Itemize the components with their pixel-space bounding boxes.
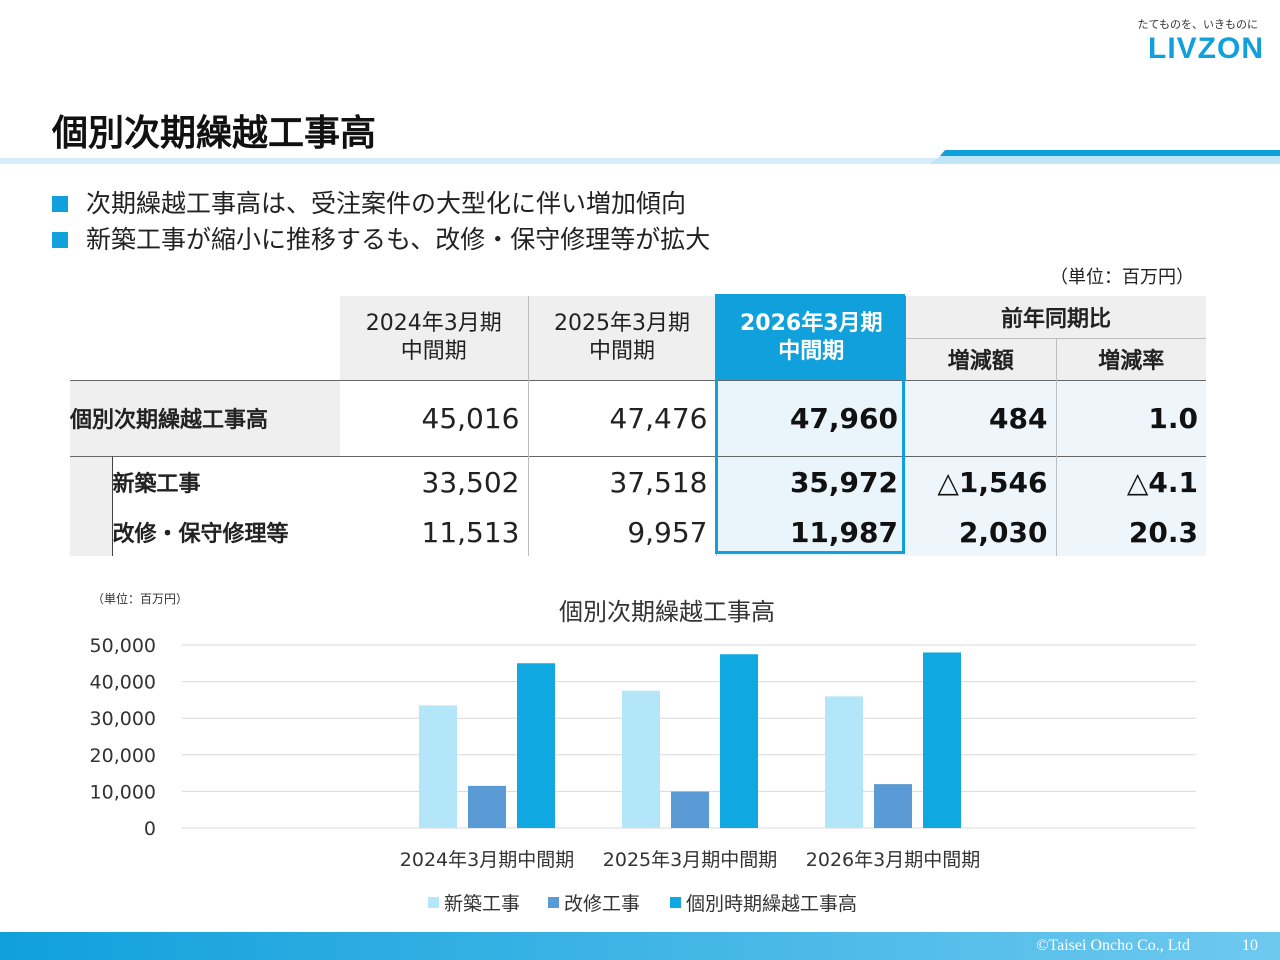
- page-title: 個別次期繰越工事高: [52, 113, 377, 154]
- backlog-bar-chart: 個別次期繰越工事高 0 10,000 20,000 30,000 40,000 50,000…: [90, 598, 1196, 915]
- row-label: 新築工事: [112, 455, 340, 508]
- bullet-text: 新築工事が縮小に推移するも、改修・保守修理等が拡大: [86, 225, 711, 254]
- row-label: 個別次期繰越工事高: [70, 379, 340, 456]
- cell-rate: 1.0: [1056, 379, 1206, 456]
- table-row: 個別次期繰越工事高 45,016 47,476 47,960 484 1.0: [70, 379, 1206, 456]
- cell-diff: △1,546: [906, 455, 1057, 508]
- header-diff: 増減額: [906, 338, 1057, 380]
- title-underline: [0, 150, 1280, 164]
- x-tick-label: 2025年3月期中間期: [603, 849, 777, 871]
- logo-tagline: たてものを、いきものに: [1137, 18, 1258, 31]
- x-tick-label: 2024年3月期中間期: [400, 849, 574, 871]
- y-tick-label: 40,000: [90, 672, 156, 694]
- page-number: 10: [1242, 937, 1258, 954]
- header-2026: 2026年3月期 中間期: [716, 296, 906, 380]
- table-corner: [70, 296, 340, 380]
- summary-bullets: 次期繰越工事高は、受注案件の大型化に伴い増加傾向 新築工事が縮小に推移するも、改…: [52, 186, 710, 258]
- cell-2025: 47,476: [528, 379, 717, 456]
- bar: [720, 654, 758, 828]
- cell-rate: △4.1: [1056, 455, 1206, 508]
- cell-2026: 11,987: [716, 508, 906, 556]
- cell-diff: 2,030: [906, 508, 1057, 556]
- bar: [419, 705, 457, 828]
- table-row: 新築工事 33,502 37,518 35,972 △1,546 △4.1: [70, 455, 1206, 556]
- header-compare: 前年同期比: [906, 296, 1206, 339]
- cell-2025: 37,518: [528, 455, 717, 508]
- cell-2025: 9,957: [528, 508, 717, 556]
- bar: [825, 696, 863, 828]
- cell-2024: 11,513: [340, 508, 529, 556]
- legend-swatch: [548, 897, 559, 908]
- legend-swatch: [428, 897, 439, 908]
- cell-2026: 35,972: [716, 455, 906, 508]
- copyright-text: ©Taisei Oncho Co., Ltd: [1036, 937, 1190, 954]
- bullet-square-icon: [52, 232, 68, 248]
- header-2025: 2025年3月期 中間期: [528, 296, 717, 380]
- bar: [468, 785, 506, 828]
- chart-unit-label: （単位：百万円）: [92, 592, 189, 606]
- y-tick-label: 10,000: [90, 781, 156, 803]
- bar: [622, 690, 660, 828]
- backlog-table: 2024年3月期 中間期 2025年3月期 中間期 2026年3月期 中間期 前年同期…: [70, 296, 1206, 556]
- bullet-item: 新築工事が縮小に推移するも、改修・保守修理等が拡大: [52, 222, 710, 258]
- cell-rate: 20.3: [1056, 508, 1206, 556]
- legend-swatch: [670, 897, 681, 908]
- company-logo: LIVZON: [1148, 32, 1264, 65]
- bullet-text: 次期繰越工事高は、受注案件の大型化に伴い増加傾向: [86, 189, 687, 218]
- row-label: 改修・保守修理等: [112, 508, 340, 556]
- cell-2024: 45,016: [340, 379, 529, 456]
- bar: [517, 663, 555, 828]
- x-tick-label: 2026年3月期中間期: [806, 849, 980, 871]
- y-tick-label: 50,000: [90, 635, 156, 657]
- table-unit-label: （単位：百万円）: [1050, 267, 1194, 288]
- header-2024: 2024年3月期 中間期: [340, 296, 529, 380]
- y-tick-label: 20,000: [90, 745, 156, 767]
- footer-bar: [0, 932, 1280, 960]
- bullet-item: 次期繰越工事高は、受注案件の大型化に伴い増加傾向: [52, 186, 710, 222]
- header-rate: 増減率: [1056, 338, 1206, 380]
- table-row: 改修・保守修理等 11,513 9,957 11,987 2,030 20.3: [70, 508, 1206, 556]
- bar: [671, 791, 709, 828]
- y-tick-label: 30,000: [90, 708, 156, 730]
- cell-2024: 33,502: [340, 455, 529, 508]
- y-tick-label: 0: [144, 818, 156, 840]
- bullet-square-icon: [52, 196, 68, 212]
- chart-title: 個別次期繰越工事高: [559, 598, 775, 626]
- legend-label: 改修工事: [564, 893, 640, 915]
- legend-label: 個別時期繰越工事高: [686, 893, 857, 915]
- bar: [874, 784, 912, 828]
- cell-diff: 484: [906, 379, 1057, 456]
- bar: [923, 652, 961, 828]
- row-indent: [70, 455, 113, 556]
- legend-label: 新築工事: [444, 893, 520, 915]
- cell-2026: 47,960: [716, 379, 906, 456]
